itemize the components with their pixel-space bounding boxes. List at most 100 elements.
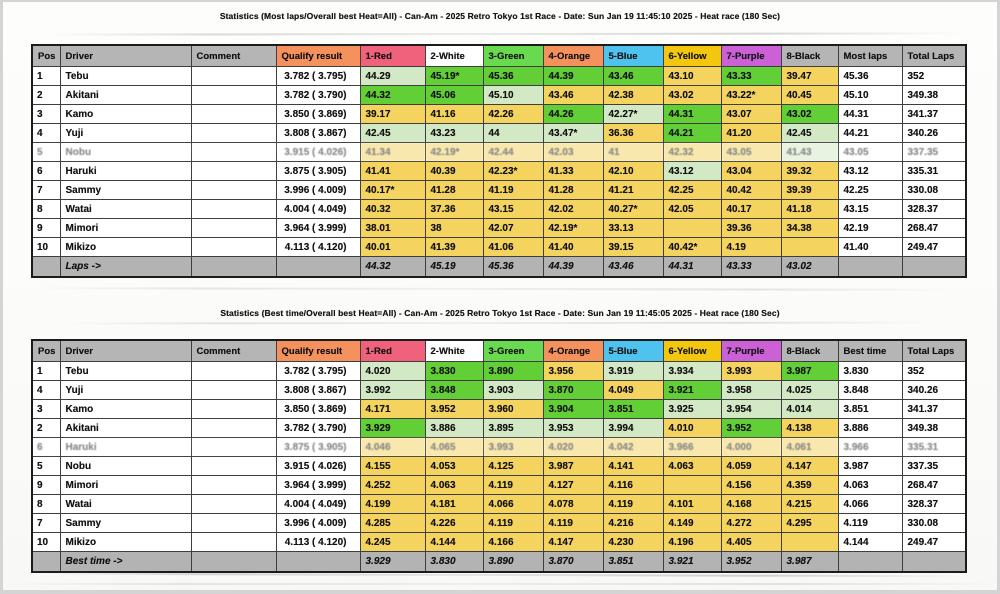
- column-header: Driver: [59, 339, 192, 362]
- heat-cell: 3.848: [424, 380, 484, 400]
- table-row: 1 Tebu 3.782 ( 3.795) 4.020 3.830 3.890 3.956 3…: [31, 361, 967, 381]
- driver-cell: Akitani: [59, 418, 192, 438]
- pos-cell: 10: [31, 532, 61, 552]
- heat-cell: 40.39: [424, 161, 484, 181]
- heat-cell: 44: [482, 123, 544, 143]
- heat-cell: 43.07: [720, 104, 782, 124]
- column-header: Driver: [59, 44, 192, 67]
- qualify-cell: 3.964 ( 3.999): [275, 218, 361, 238]
- heat-cell: 40.17*: [359, 180, 426, 200]
- heat-cell: 39.17: [359, 104, 426, 124]
- table-row: 1 Tebu 3.782 ( 3.795) 44.29 45.19* 45.36 44.39…: [31, 66, 967, 86]
- heat-cell: 43.12: [662, 161, 722, 181]
- summary-comment-cell: [190, 551, 277, 573]
- heat-cell: 4.127: [542, 475, 604, 495]
- comment-cell: [190, 418, 277, 438]
- heat-cell: 3.870: [542, 380, 604, 400]
- best-cell: 4.119: [837, 513, 903, 533]
- summary-row: Best time -> 3.929 3.830 3.890 3.870 3.851 3.9…: [31, 551, 967, 573]
- driver-cell: Sammy: [59, 513, 192, 533]
- comment-cell: [190, 142, 277, 162]
- heat-cell: 39.47: [780, 66, 839, 86]
- summary-value-cell: 3.830: [424, 551, 484, 573]
- heat-cell: 38.01: [359, 218, 426, 238]
- heat-cell: 40.32: [359, 199, 426, 219]
- comment-cell: [190, 104, 277, 124]
- heat-cell: 3.919: [602, 361, 664, 381]
- heat-cell: 41.16: [424, 104, 484, 124]
- heat-cell: 3.993: [482, 437, 544, 457]
- heat-cell: 42.05: [662, 199, 722, 219]
- heat-cell: 43.22*: [720, 85, 782, 105]
- best-cell: 42.25: [837, 180, 903, 200]
- total-laps-cell: 340.26: [901, 123, 967, 143]
- column-header: 3-Green: [482, 339, 544, 362]
- column-header: Most laps: [837, 44, 903, 67]
- pos-cell: 10: [31, 237, 61, 257]
- heat-cell: 42.23*: [482, 161, 544, 181]
- driver-cell: Sammy: [59, 180, 192, 200]
- column-header: 7-Purple: [720, 44, 782, 67]
- comment-cell: [190, 437, 277, 457]
- comment-cell: [190, 180, 277, 200]
- heat-cell: 41.21: [602, 180, 664, 200]
- pos-cell: 7: [31, 180, 61, 200]
- table-row: 10 Mikizo 4.113 ( 4.120) 4.245 4.144 4.166 4.1…: [31, 532, 967, 552]
- summary-label: Laps ->: [59, 256, 192, 278]
- heat-cell: 42.45: [359, 123, 426, 143]
- driver-cell: Kamo: [59, 104, 192, 124]
- heat-cell: 39.36: [720, 218, 782, 238]
- heat-cell: 42.19*: [424, 142, 484, 162]
- summary-best-cell: [837, 256, 903, 278]
- comment-cell: [190, 494, 277, 514]
- qualify-cell: 3.915 ( 4.026): [275, 142, 361, 162]
- column-header: Total Laps: [901, 44, 967, 67]
- column-header: Qualify result: [275, 44, 361, 67]
- heat-cell: 41.06: [482, 237, 544, 257]
- column-header: 4-Orange: [542, 44, 604, 67]
- heat-cell: 4.065: [424, 437, 484, 457]
- column-header: 2-White: [424, 44, 484, 67]
- qualify-cell: 3.782 ( 3.795): [275, 361, 361, 381]
- summary-value-cell: 43.02: [780, 256, 839, 278]
- best-cell: 44.31: [837, 104, 903, 124]
- pos-cell: 5: [31, 456, 61, 476]
- best-cell: 44.21: [837, 123, 903, 143]
- heat-cell: 42.26: [482, 104, 544, 124]
- heat-cell: 42.38: [602, 85, 664, 105]
- heat-cell: 42.07: [482, 218, 544, 238]
- comment-cell: [190, 123, 277, 143]
- total-laps-cell: 328.37: [901, 494, 967, 514]
- table-row: 6 Haruki 3.875 ( 3.905) 4.046 4.065 3.993 4.02…: [31, 437, 967, 457]
- table-row: 4 Yuji 3.808 ( 3.867) 3.992 3.848 3.903 3.870 4…: [31, 380, 967, 400]
- heat-cell: 4.155: [359, 456, 426, 476]
- best-cell: 43.05: [837, 142, 903, 162]
- heat-cell: 4.252: [359, 475, 426, 495]
- heat-cell: 4.063: [424, 475, 484, 495]
- heat-cell: 41.19: [482, 180, 544, 200]
- best-cell: 43.15: [837, 199, 903, 219]
- column-header: Best time: [837, 339, 903, 362]
- heat-cell: 3.895: [482, 418, 544, 438]
- heat-cell: 3.992: [359, 380, 426, 400]
- heat-cell: 39.39: [780, 180, 839, 200]
- heat-cell: 42.10: [602, 161, 664, 181]
- heat-cell: 38: [424, 218, 484, 238]
- heat-cell: 36.36: [602, 123, 664, 143]
- total-laps-cell: 352: [901, 361, 967, 381]
- heat-cell: 42.19*: [542, 218, 604, 238]
- driver-cell: Yuji: [59, 123, 192, 143]
- pos-cell: 6: [31, 437, 61, 457]
- qualify-cell: 3.875 ( 3.905): [275, 161, 361, 181]
- heat-cell: 4.053: [424, 456, 484, 476]
- heat-cell: 3.987: [780, 361, 839, 381]
- total-laps-cell: 340.26: [901, 380, 967, 400]
- summary-total-cell: [901, 256, 967, 278]
- column-header: Qualify result: [275, 339, 361, 362]
- driver-cell: Yuji: [59, 380, 192, 400]
- heat-cell: 4.166: [482, 532, 544, 552]
- heat-cell: 40.42*: [662, 237, 722, 257]
- table-row: 4 Yuji 3.808 ( 3.867) 42.45 43.23 44 43.47* 36.…: [31, 123, 967, 143]
- pos-cell: 3: [31, 399, 61, 419]
- heat-cell: 4.010: [662, 418, 722, 438]
